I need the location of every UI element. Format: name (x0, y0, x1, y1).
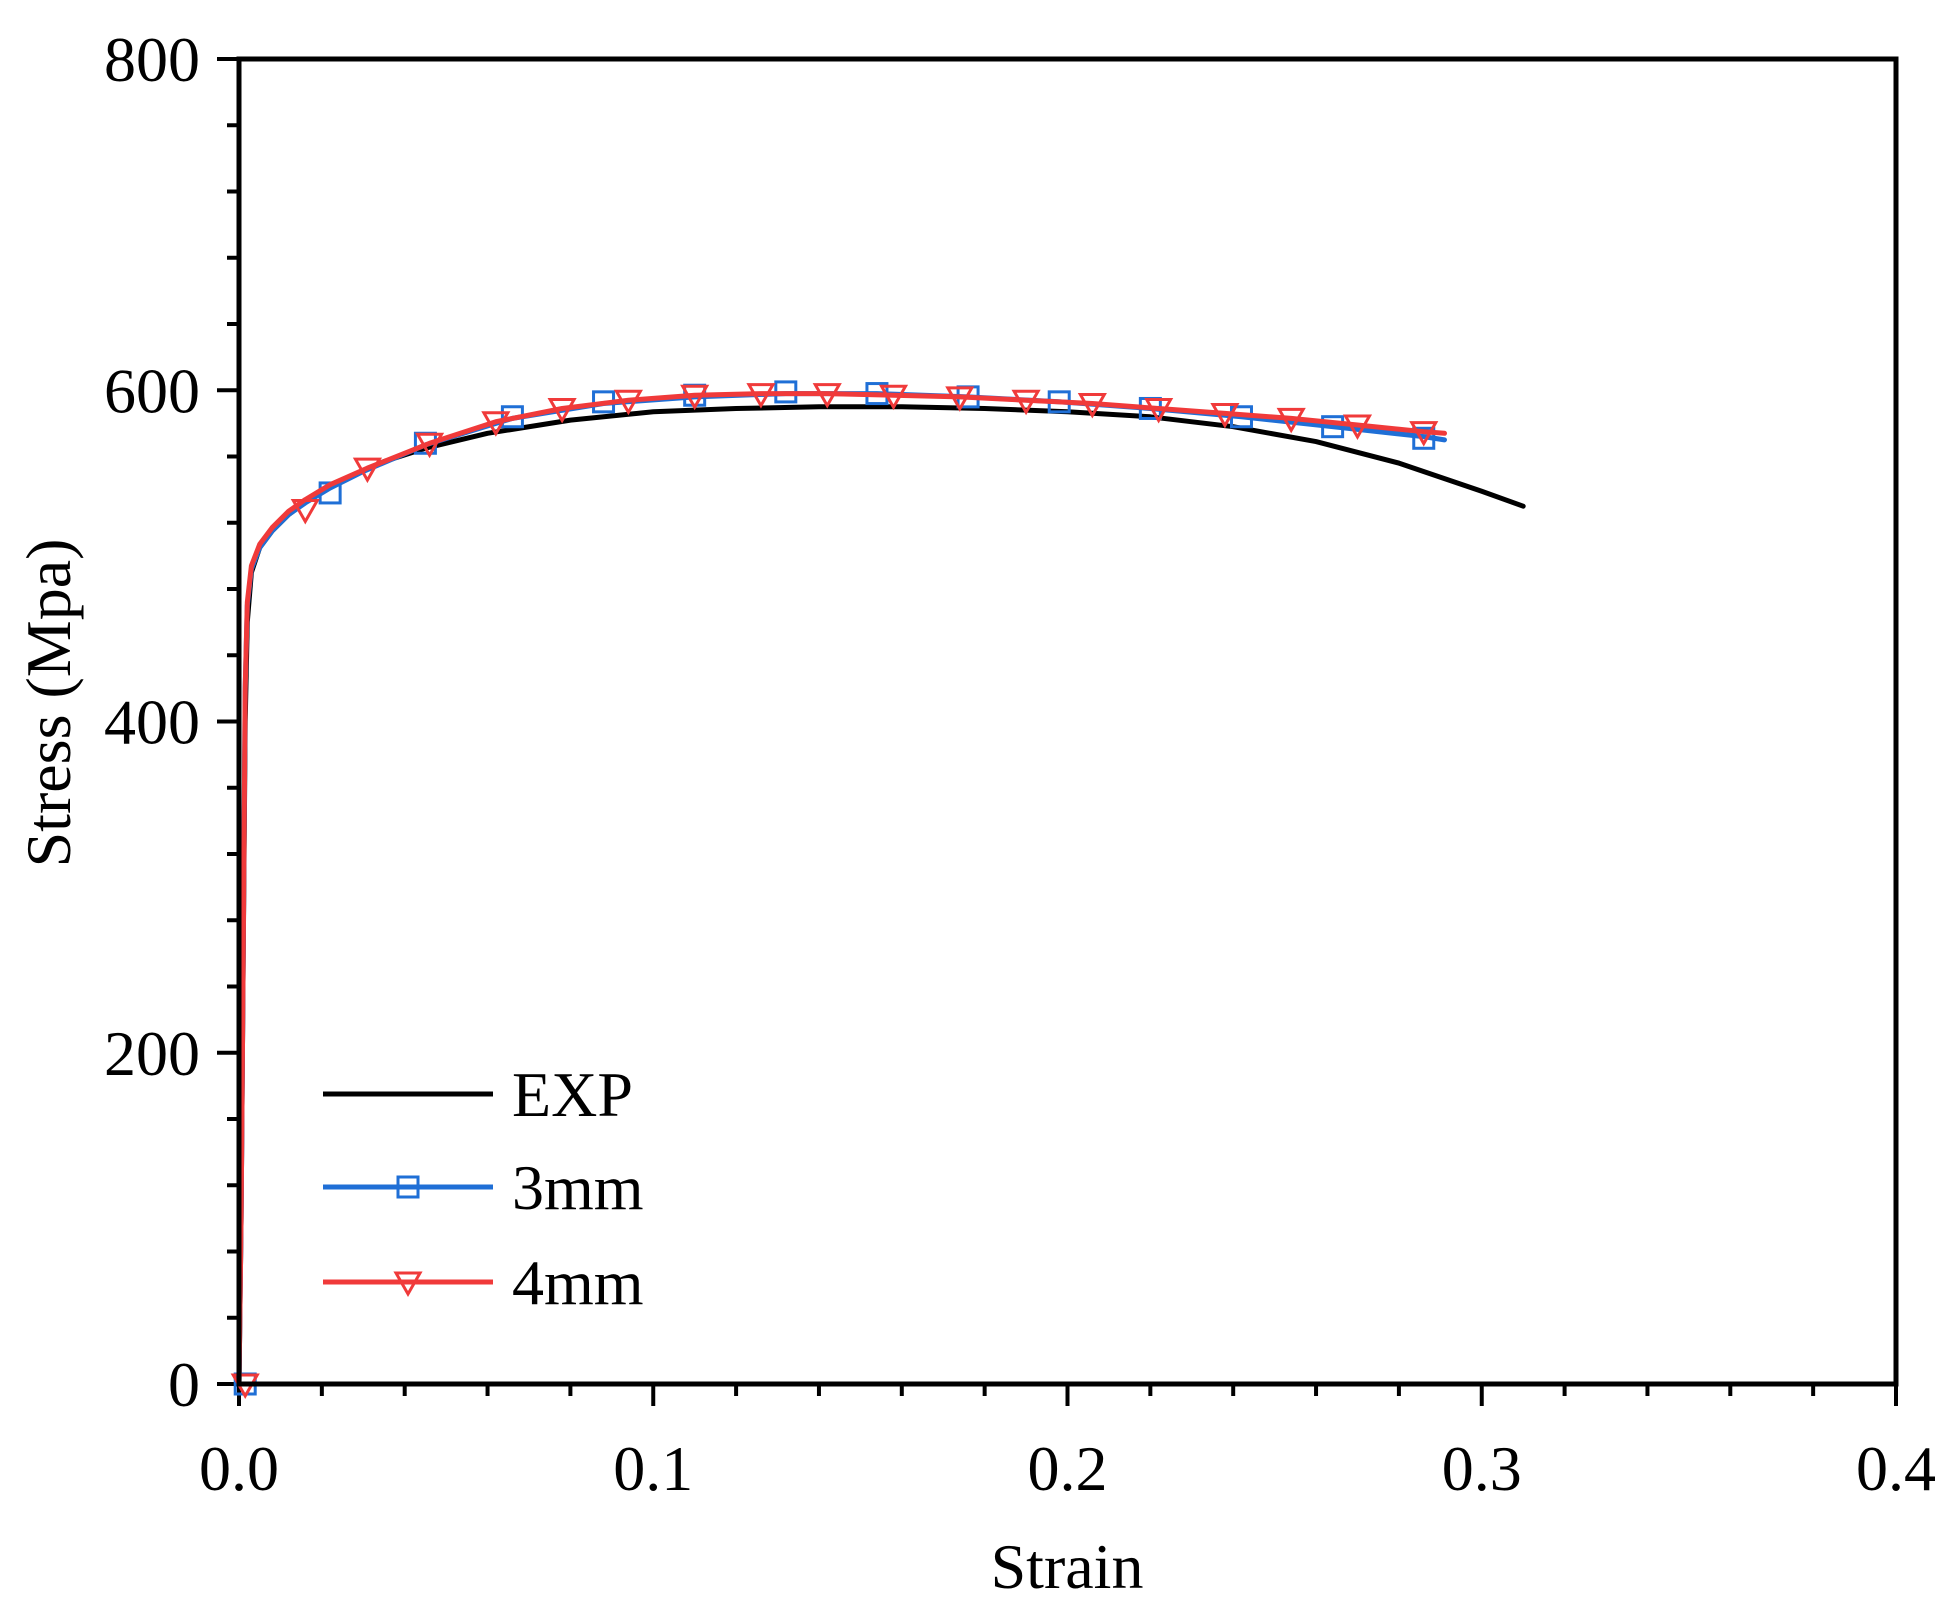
y-tick-label: 0 (168, 1349, 200, 1420)
legend: EXP 3mm 4mm (323, 1059, 644, 1318)
legend-item-exp: EXP (323, 1059, 633, 1130)
data-point-4mm (290, 499, 320, 525)
data-point-4mm (812, 383, 842, 409)
data-point-4mm (414, 432, 445, 459)
legend-marker (396, 1175, 420, 1199)
y-axis-title: Stress (Mpa) (13, 539, 84, 868)
data-point-4mm (1276, 407, 1306, 434)
data-point-4mm (481, 411, 511, 437)
legend-label: EXP (512, 1059, 633, 1130)
plot-frame (236, 56, 1899, 1387)
tick-labels: 0.0 0.1 0.2 0.3 0.4 0 200 400 600 800 (104, 24, 1936, 1504)
x-tick-label: 0.4 (1856, 1433, 1936, 1504)
legend-item-4mm: 4mm (323, 1247, 644, 1318)
y-tick-label: 400 (104, 687, 200, 758)
data-point-3mm (1321, 415, 1345, 439)
y-tick-label: 600 (104, 355, 200, 426)
data-point-4mm (878, 384, 909, 411)
x-axis-title: Strain (991, 1531, 1144, 1598)
data-point-4mm (1144, 397, 1174, 424)
x-tick-label: 0.1 (613, 1433, 693, 1504)
data-point-4mm (1342, 414, 1373, 441)
data-point-4mm (746, 383, 776, 409)
data-point-4mm (613, 389, 643, 416)
legend-label: 4mm (512, 1247, 644, 1318)
data-point-4mm (945, 386, 975, 412)
x-tick-label: 0.0 (199, 1433, 279, 1504)
x-tick-label: 0.2 (1028, 1433, 1108, 1504)
y-tick-label: 800 (104, 24, 200, 95)
data-point-4mm (1210, 402, 1240, 429)
data-point-4mm (352, 457, 383, 484)
x-tick-label: 0.3 (1442, 1433, 1522, 1504)
y-tick-label: 200 (104, 1018, 200, 1089)
data-point-4mm (1077, 393, 1107, 419)
legend-label: 3mm (512, 1152, 644, 1223)
data-point-4mm (547, 397, 577, 424)
legend-item-3mm: 3mm (323, 1152, 644, 1223)
series-layer (230, 380, 1526, 1400)
legend-marker (393, 1271, 423, 1298)
data-point-4mm (1409, 421, 1439, 447)
data-point-3mm (1412, 426, 1436, 450)
data-point-4mm (680, 384, 710, 411)
data-point-4mm (1011, 389, 1041, 416)
series-line-4mm (236, 391, 1447, 1387)
